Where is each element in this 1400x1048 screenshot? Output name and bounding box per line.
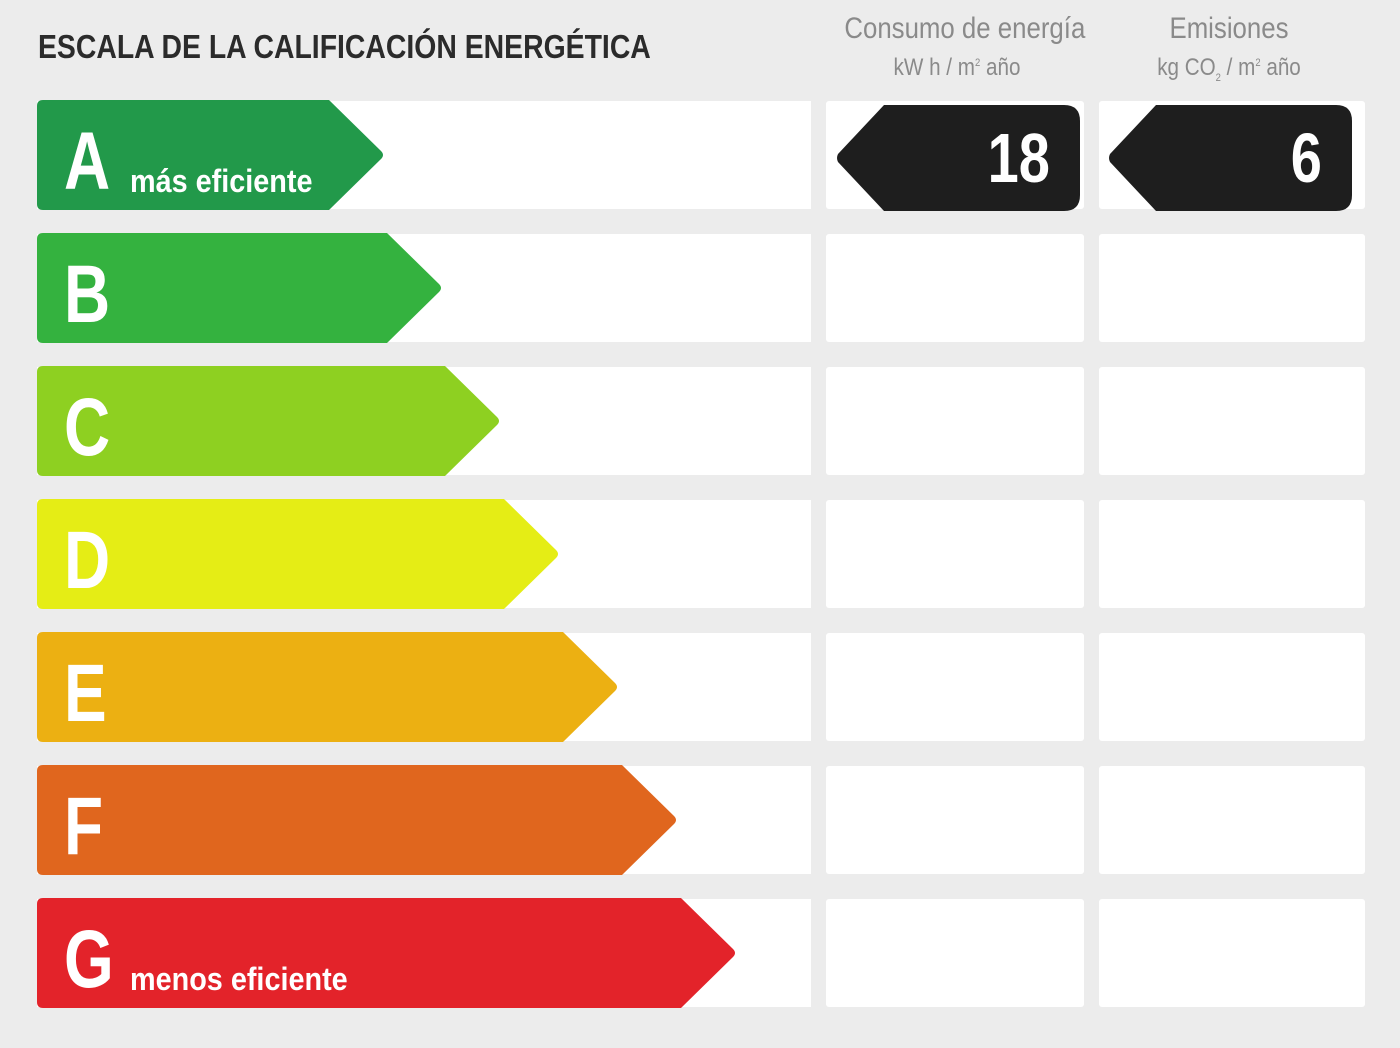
- emissions-cell: [1099, 367, 1365, 475]
- emissions-unit-label: kg CO2 / m2 año: [1157, 54, 1301, 84]
- emissions-cell: [1099, 899, 1365, 1007]
- rating-letter: A: [64, 116, 111, 207]
- emissions-rating-badge: 6: [1108, 105, 1352, 211]
- emissions-column-header: Emisiones kg CO2 / m2 año: [1098, 12, 1360, 84]
- rating-value: 18: [987, 119, 1050, 197]
- energy-rating-badge: 18: [836, 105, 1080, 211]
- rating-arrow-c: [37, 366, 501, 476]
- energy-cell: [826, 766, 1084, 874]
- emissions-cell: [1099, 633, 1365, 741]
- energy-cell: [826, 500, 1084, 608]
- rating-sublabel: menos eficiente: [130, 961, 348, 997]
- rating-letter: B: [64, 249, 111, 340]
- emissions-cell: [1099, 766, 1365, 874]
- energy-unit-label: kW h / m2 año: [893, 54, 1021, 81]
- rating-arrow-a: [37, 100, 385, 210]
- emissions-header-label: Emisiones: [1169, 12, 1289, 45]
- rating-sublabel: más eficiente: [130, 163, 313, 199]
- rating-value: 6: [1290, 119, 1322, 197]
- rating-letter: G: [64, 914, 114, 1005]
- energy-cell: [826, 234, 1084, 342]
- rating-arrow-b: [37, 233, 443, 343]
- energy-header-label: Consumo de energía: [844, 12, 1086, 45]
- rating-arrow-d: [37, 499, 560, 609]
- rating-letter: F: [64, 781, 104, 872]
- rating-arrow-f: [37, 765, 678, 875]
- emissions-cell: [1099, 500, 1365, 608]
- rating-letter: C: [64, 382, 111, 473]
- energy-cell: [826, 633, 1084, 741]
- energy-column-header: Consumo de energía kW h / m2 año: [826, 12, 1088, 82]
- rating-arrow-e: [37, 632, 619, 742]
- rating-letter: E: [64, 648, 107, 739]
- rating-arrow-g: [37, 898, 737, 1008]
- rating-letter: D: [64, 515, 111, 606]
- emissions-cell: [1099, 234, 1365, 342]
- page-title: ESCALA DE LA CALIFICACIÓN ENERGÉTICA: [38, 28, 651, 65]
- energy-cell: [826, 899, 1084, 1007]
- energy-cell: [826, 367, 1084, 475]
